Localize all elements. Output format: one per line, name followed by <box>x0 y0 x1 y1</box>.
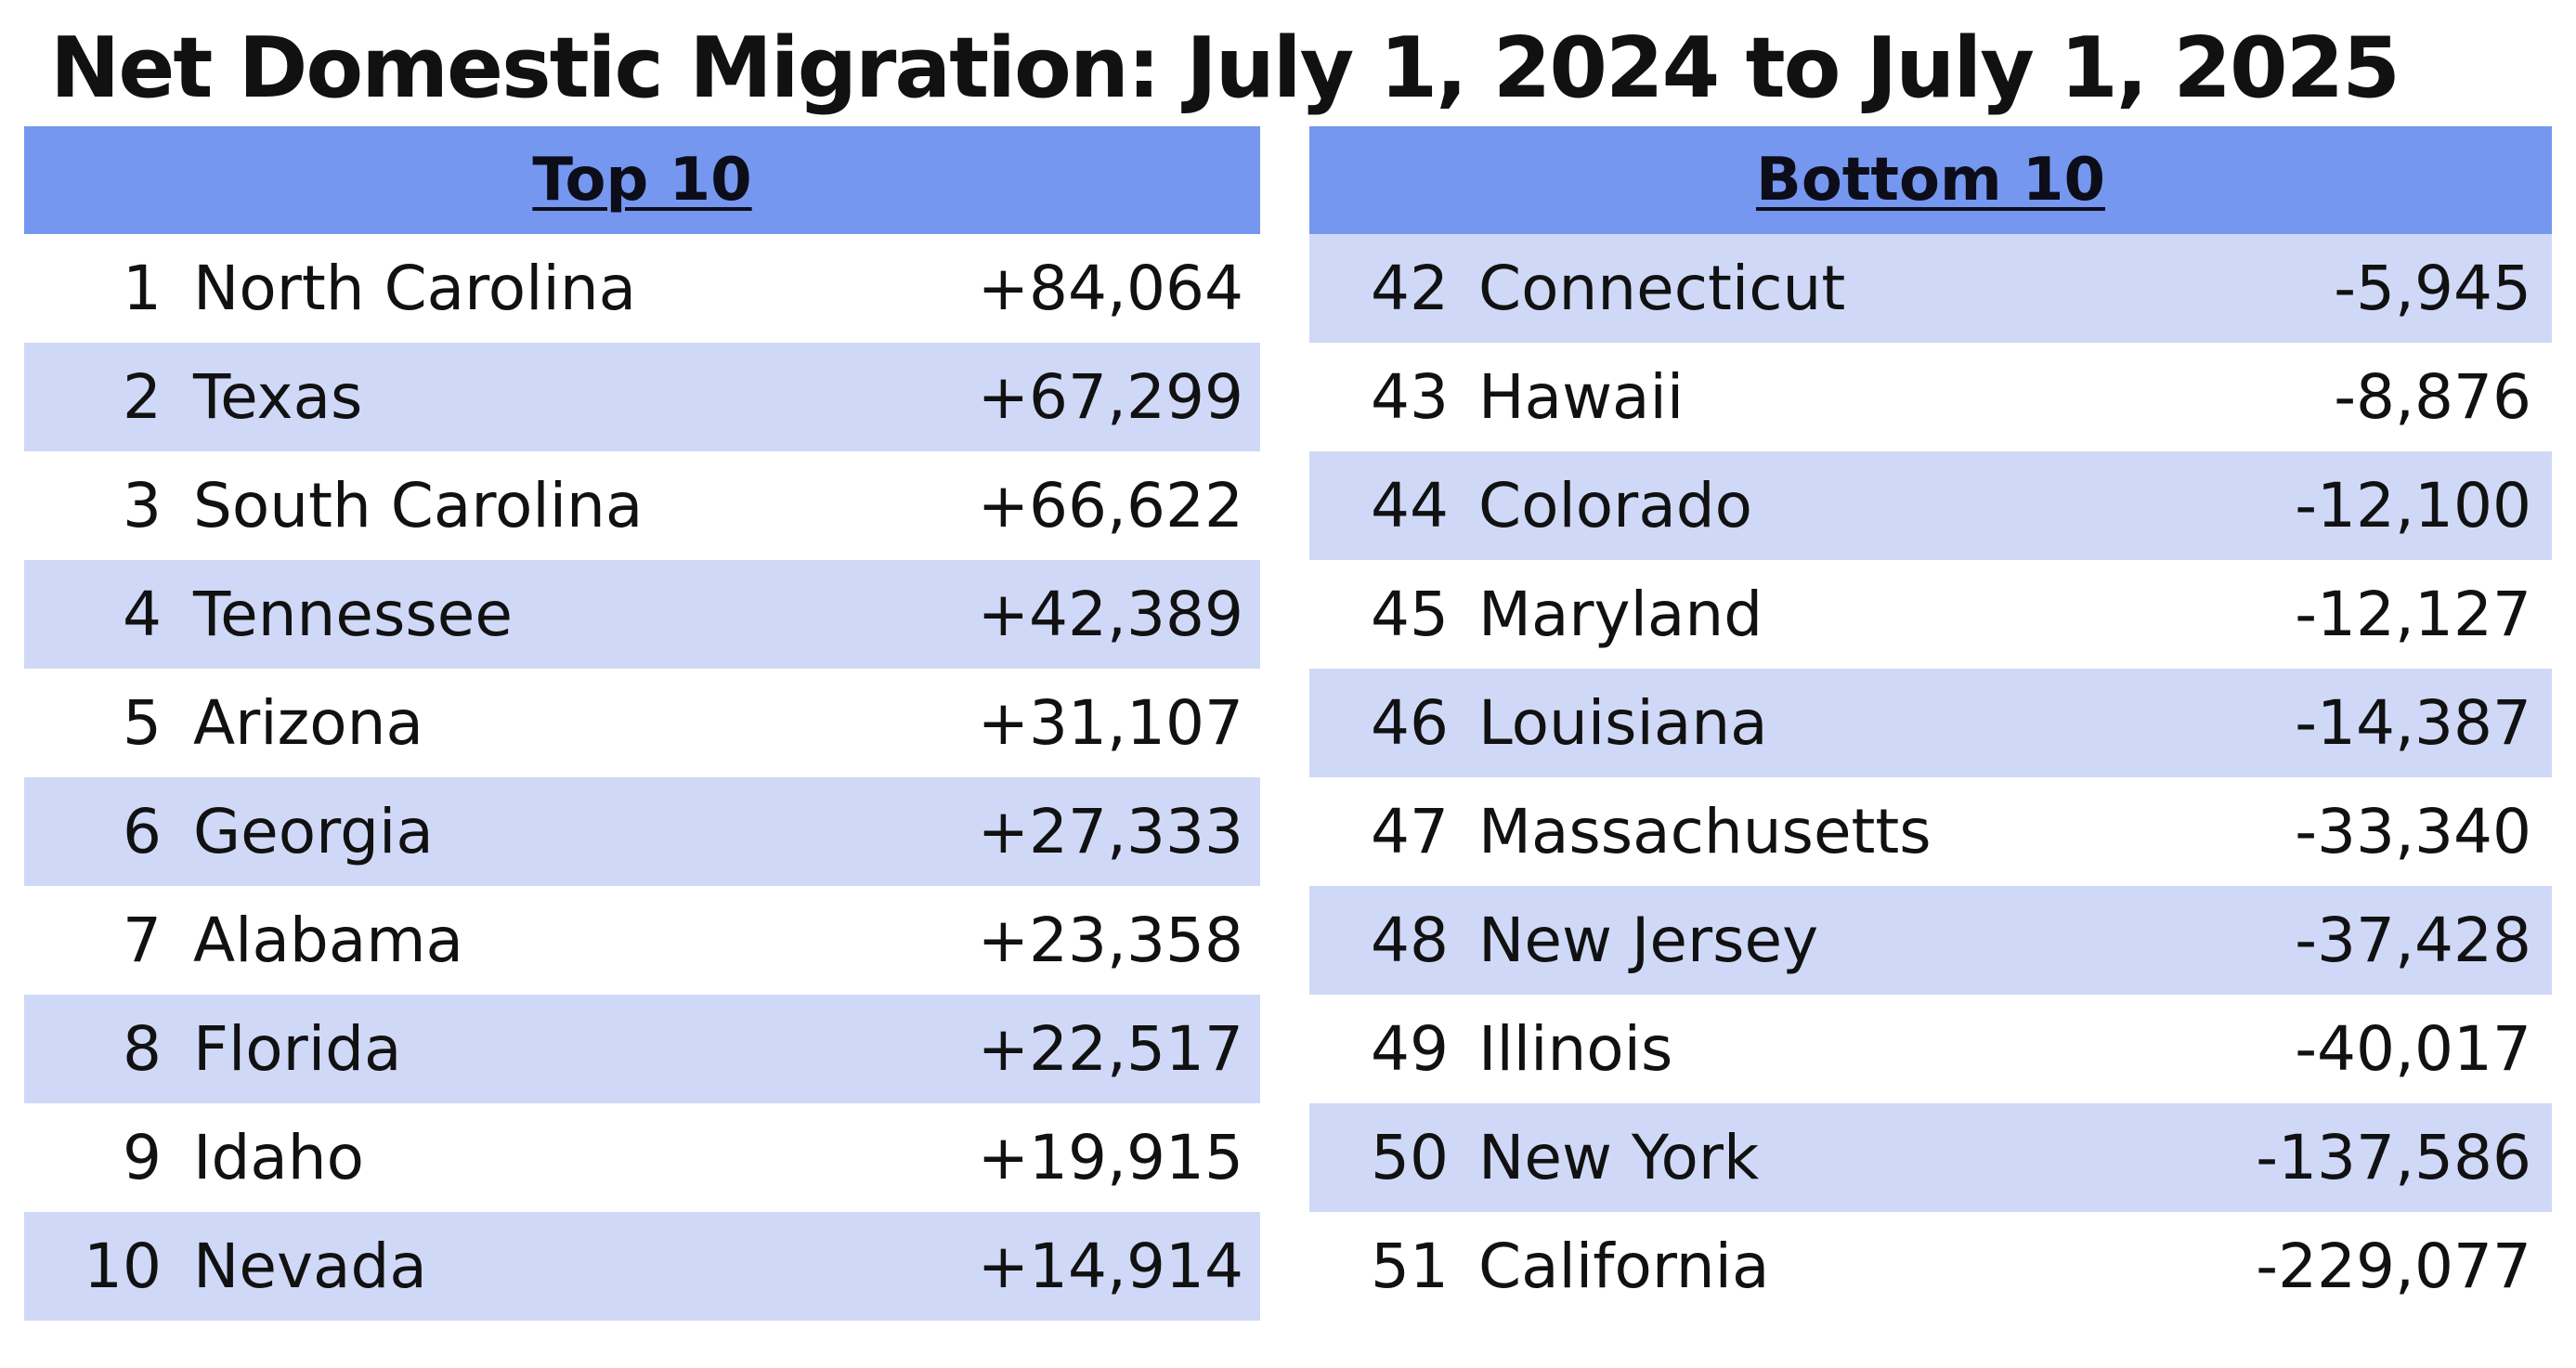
table-row: 7 Alabama +23,358 <box>24 886 1260 995</box>
table-row: 44 Colorado -12,100 <box>1309 451 2552 560</box>
table-row: 9 Idaho +19,915 <box>24 1103 1260 1212</box>
state-name-cell: Georgia <box>193 796 434 867</box>
net-migration-value-cell: -8,876 <box>2334 361 2531 433</box>
rank-cell: 10 <box>84 1231 162 1302</box>
net-migration-value-cell: +66,622 <box>977 470 1243 541</box>
rank-cell: 1 <box>123 253 162 324</box>
state-name-cell: Florida <box>193 1013 402 1085</box>
state-name-cell: New York <box>1478 1122 1760 1193</box>
state-name-cell: Alabama <box>193 905 464 976</box>
state-name-cell: Hawaii <box>1478 361 1685 433</box>
rank-cell: 48 <box>1371 905 1449 976</box>
table-row: 47 Massachusetts -33,340 <box>1309 777 2552 886</box>
table-row: 46 Louisiana -14,387 <box>1309 669 2552 777</box>
state-name-cell: California <box>1478 1231 1770 1302</box>
net-migration-value-cell: -37,428 <box>2295 905 2531 976</box>
table-row: 42 Connecticut -5,945 <box>1309 234 2552 343</box>
state-name-cell: Illinois <box>1478 1013 1673 1085</box>
table-row: 45 Maryland -12,127 <box>1309 560 2552 669</box>
table-row: 8 Florida +22,517 <box>24 995 1260 1103</box>
state-name-cell: Connecticut <box>1478 253 1846 324</box>
state-name-cell: North Carolina <box>193 253 637 324</box>
chart-title: Net Domestic Migration: July 1, 2024 to … <box>50 20 2400 117</box>
state-name-cell: Idaho <box>193 1122 365 1193</box>
rank-cell: 44 <box>1371 470 1449 541</box>
table-row: 50 New York -137,586 <box>1309 1103 2552 1212</box>
net-migration-value-cell: -33,340 <box>2295 796 2531 867</box>
top-10-rows: 1 North Carolina +84,064 2 Texas +67,299 3 Sout… <box>24 234 1260 1321</box>
state-name-cell: Maryland <box>1478 579 1763 650</box>
rank-cell: 42 <box>1371 253 1449 324</box>
net-migration-value-cell: +84,064 <box>977 253 1243 324</box>
top-10-table: Top 10 1 North Carolina +84,064 2 Texas +67,2… <box>24 126 1260 1321</box>
rank-cell: 4 <box>123 579 162 650</box>
bottom-10-heading: Bottom 10 <box>1756 146 2105 215</box>
state-name-cell: Colorado <box>1478 470 1753 541</box>
net-migration-value-cell: +31,107 <box>977 687 1243 759</box>
state-name-cell: Texas <box>193 361 363 433</box>
rank-cell: 51 <box>1371 1231 1449 1302</box>
table-row: 4 Tennessee +42,389 <box>24 560 1260 669</box>
net-migration-value-cell: -12,127 <box>2295 579 2531 650</box>
net-migration-value-cell: -137,586 <box>2256 1122 2531 1193</box>
rank-cell: 45 <box>1371 579 1449 650</box>
table-row: 51 California -229,077 <box>1309 1212 2552 1321</box>
net-migration-value-cell: +27,333 <box>977 796 1243 867</box>
rank-cell: 6 <box>123 796 162 867</box>
rank-cell: 5 <box>123 687 162 759</box>
rank-cell: 3 <box>123 470 162 541</box>
rank-cell: 43 <box>1371 361 1449 433</box>
state-name-cell: Massachusetts <box>1478 796 1932 867</box>
top-10-heading: Top 10 <box>532 146 752 215</box>
table-row: 43 Hawaii -8,876 <box>1309 343 2552 451</box>
net-migration-value-cell: +23,358 <box>977 905 1243 976</box>
table-row: 10 Nevada +14,914 <box>24 1212 1260 1321</box>
net-migration-value-cell: -5,945 <box>2334 253 2531 324</box>
bottom-10-header: Bottom 10 <box>1309 126 2552 234</box>
rank-cell: 46 <box>1371 687 1449 759</box>
net-migration-value-cell: -229,077 <box>2256 1231 2531 1302</box>
state-name-cell: Louisiana <box>1478 687 1768 759</box>
bottom-10-table: Bottom 10 42 Connecticut -5,945 43 Hawaii -8,… <box>1309 126 2552 1321</box>
rank-cell: 8 <box>123 1013 162 1085</box>
table-row: 49 Illinois -40,017 <box>1309 995 2552 1103</box>
top-10-header: Top 10 <box>24 126 1260 234</box>
state-name-cell: South Carolina <box>193 470 644 541</box>
rank-cell: 50 <box>1371 1122 1449 1193</box>
rank-cell: 47 <box>1371 796 1449 867</box>
table-row: 5 Arizona +31,107 <box>24 669 1260 777</box>
net-migration-value-cell: +42,389 <box>977 579 1243 650</box>
table-row: 48 New Jersey -37,428 <box>1309 886 2552 995</box>
state-name-cell: New Jersey <box>1478 905 1819 976</box>
state-name-cell: Nevada <box>193 1231 427 1302</box>
state-name-cell: Tennessee <box>193 579 513 650</box>
bottom-10-rows: 42 Connecticut -5,945 43 Hawaii -8,876 44 Color… <box>1309 234 2552 1321</box>
table-row: 3 South Carolina +66,622 <box>24 451 1260 560</box>
net-migration-value-cell: +14,914 <box>977 1231 1243 1302</box>
rank-cell: 49 <box>1371 1013 1449 1085</box>
table-row: 2 Texas +67,299 <box>24 343 1260 451</box>
rank-cell: 7 <box>123 905 162 976</box>
net-migration-value-cell: +19,915 <box>977 1122 1243 1193</box>
rank-cell: 9 <box>123 1122 162 1193</box>
state-name-cell: Arizona <box>193 687 423 759</box>
table-row: 6 Georgia +27,333 <box>24 777 1260 886</box>
net-migration-value-cell: -12,100 <box>2295 470 2531 541</box>
net-migration-value-cell: -14,387 <box>2295 687 2531 759</box>
net-migration-value-cell: +22,517 <box>977 1013 1243 1085</box>
table-row: 1 North Carolina +84,064 <box>24 234 1260 343</box>
rank-cell: 2 <box>123 361 162 433</box>
net-migration-value-cell: -40,017 <box>2295 1013 2531 1085</box>
net-migration-value-cell: +67,299 <box>977 361 1243 433</box>
